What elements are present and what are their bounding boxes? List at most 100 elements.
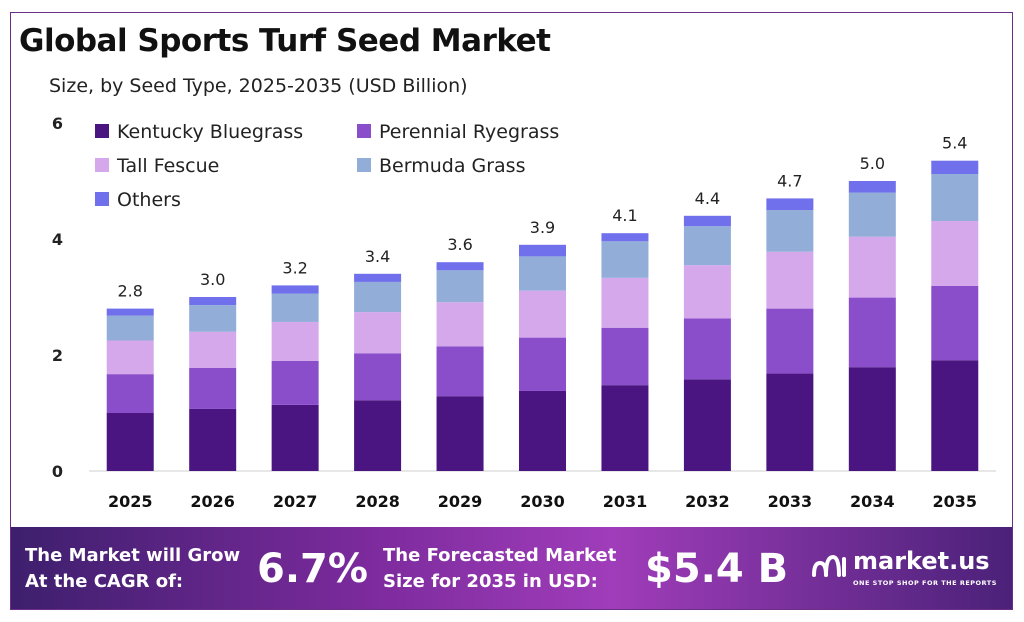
bar-segment-bermuda-2027 (271, 293, 319, 322)
bar-segment-bermuda-2030 (519, 256, 566, 291)
chart-title: Global Sports Turf Seed Market (19, 23, 551, 59)
forecast-label: The Forecasted Market Size for 2035 in U… (383, 545, 617, 592)
y-tick-label: 0 (52, 462, 63, 481)
bar-segment-perennial-2027 (271, 360, 319, 405)
bar-segment-kentucky-2028 (354, 400, 402, 471)
bar-segment-kentucky-2031 (601, 385, 649, 471)
bar-segment-bermuda-2026 (189, 305, 237, 332)
legend-swatch-kentucky (95, 124, 109, 138)
total-label-2029: 3.6 (447, 235, 472, 254)
bar-segment-others-2029 (436, 262, 484, 271)
bar-segment-others-2033 (766, 198, 814, 210)
legend-label-tall_fescue: Tall Fescue (116, 155, 219, 177)
legend-swatch-tall_fescue (95, 158, 109, 172)
bar-segment-tall_fescue-2034 (848, 236, 896, 298)
legend-swatch-bermuda (357, 158, 371, 172)
bar-segment-bermuda-2025 (106, 315, 154, 341)
legend-label-bermuda: Bermuda Grass (379, 155, 525, 177)
bar-segment-perennial-2025 (106, 374, 154, 413)
bar-segment-others-2027 (271, 285, 319, 294)
bar-segment-others-2030 (519, 244, 566, 257)
brand-name: market.us (853, 547, 990, 575)
bar-segment-bermuda-2034 (848, 192, 896, 237)
bar-segment-bermuda-2029 (436, 270, 484, 303)
forecast-value: $5.4 B (645, 546, 789, 592)
bar-segment-perennial-2028 (354, 353, 402, 401)
legend-swatch-others (95, 192, 109, 206)
bar-segment-bermuda-2033 (766, 210, 814, 252)
x-tick-label: 2032 (685, 492, 730, 511)
bar-segment-bermuda-2031 (601, 241, 649, 278)
bar-segment-others-2035 (931, 160, 979, 175)
bar-segment-kentucky-2030 (519, 390, 566, 471)
total-label-2025: 2.8 (118, 282, 143, 301)
bar-segment-tall_fescue-2029 (436, 302, 484, 347)
bar-segment-others-2028 (354, 273, 402, 282)
total-label-2031: 4.1 (612, 206, 637, 225)
stacked-bar-chart: 0 2 4 6 2.8 2025 3.0 2026 3.2 2027 3.4 2028 3.6 2029 3… (52, 114, 996, 511)
x-tick-label: 2028 (355, 492, 400, 511)
bar-segment-perennial-2032 (683, 318, 731, 380)
market-us-logo-icon (812, 554, 846, 577)
y-tick-label: 2 (52, 346, 63, 365)
x-tick-label: 2027 (273, 492, 318, 511)
bar-segment-perennial-2031 (601, 327, 649, 386)
x-tick-label: 2034 (850, 492, 895, 511)
footer-banner: The Market will Grow At the CAGR of: 6.7… (11, 527, 1012, 609)
bar-segment-kentucky-2032 (683, 379, 731, 471)
bar-segment-tall_fescue-2028 (354, 312, 402, 354)
bar-segment-kentucky-2035 (931, 360, 979, 471)
bar-segment-tall_fescue-2032 (683, 265, 731, 319)
brand-tagline: ONE STOP SHOP FOR THE REPORTS (853, 579, 997, 587)
bar-segment-kentucky-2033 (766, 373, 814, 471)
bar-segment-tall_fescue-2030 (519, 290, 566, 338)
legend-label-kentucky: Kentucky Bluegrass (117, 121, 303, 143)
bar-segment-kentucky-2026 (189, 408, 237, 471)
bar-segment-tall_fescue-2025 (106, 340, 154, 375)
x-tick-label: 2031 (603, 492, 648, 511)
total-label-2032: 4.4 (695, 189, 720, 208)
total-label-2035: 5.4 (942, 134, 967, 153)
chart-frame: Global Sports Turf Seed Market Size, by … (10, 12, 1013, 610)
bar-segment-perennial-2035 (931, 285, 979, 361)
x-tick-label: 2026 (190, 492, 235, 511)
bar-segment-kentucky-2025 (106, 413, 154, 471)
cagr-label: The Market will Grow At the CAGR of: (25, 545, 241, 592)
bar-segment-perennial-2034 (848, 297, 896, 368)
cagr-value: 6.7% (257, 546, 368, 592)
bar-segment-tall_fescue-2026 (189, 331, 237, 368)
bar-segment-bermuda-2035 (931, 174, 979, 222)
total-label-2026: 3.0 (200, 270, 225, 289)
bar-segment-bermuda-2028 (354, 281, 402, 313)
total-label-2027: 3.2 (282, 258, 307, 277)
bar-segment-others-2034 (848, 181, 896, 193)
bar-segment-tall_fescue-2033 (766, 251, 814, 309)
y-tick-label: 4 (52, 230, 63, 249)
bar-segment-perennial-2026 (189, 367, 237, 409)
legend-label-perennial: Perennial Ryegrass (379, 121, 559, 143)
bar-segment-others-2026 (189, 297, 237, 306)
bar-segment-kentucky-2027 (271, 404, 319, 471)
bar-segment-tall_fescue-2027 (271, 321, 319, 361)
legend-swatch-perennial (357, 124, 371, 138)
chart-subtitle: Size, by Seed Type, 2025-2035 (USD Billi… (49, 75, 468, 97)
x-tick-label: 2029 (438, 492, 483, 511)
bar-segment-tall_fescue-2031 (601, 277, 649, 328)
bar-segment-perennial-2029 (436, 346, 484, 397)
total-label-2033: 4.7 (777, 171, 802, 190)
bar-segment-bermuda-2032 (683, 226, 731, 266)
bar-segment-others-2032 (683, 215, 731, 227)
total-label-2028: 3.4 (365, 247, 390, 266)
x-tick-label: 2033 (768, 492, 813, 511)
x-tick-label: 2035 (933, 492, 978, 511)
bar-segment-perennial-2033 (766, 308, 814, 374)
total-label-2030: 3.9 (530, 218, 555, 237)
x-tick-label: 2025 (108, 492, 153, 511)
bar-segment-tall_fescue-2035 (931, 221, 979, 286)
bar-segment-others-2031 (601, 233, 649, 242)
y-tick-label: 6 (52, 114, 63, 133)
bar-segment-kentucky-2029 (436, 396, 484, 471)
total-label-2034: 5.0 (860, 154, 885, 173)
bar-segment-kentucky-2034 (848, 367, 896, 471)
bar-segment-perennial-2030 (519, 337, 566, 391)
